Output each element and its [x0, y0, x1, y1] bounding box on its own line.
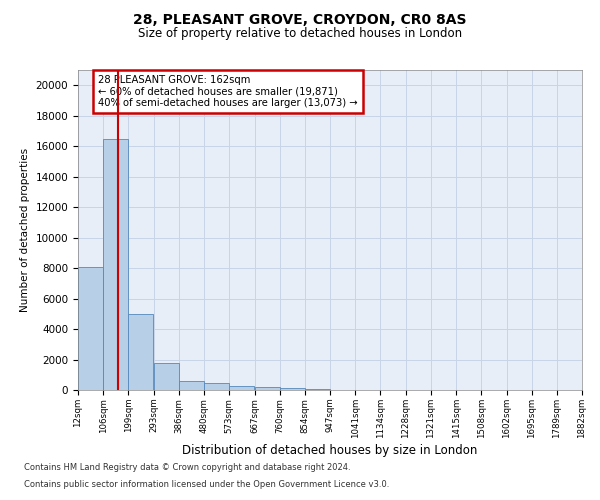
Bar [204, 384, 229, 390]
Bar [154, 362, 179, 390]
Bar [280, 388, 305, 390]
Bar [254, 387, 280, 390]
Bar [305, 389, 330, 390]
Bar [78, 268, 103, 390]
Bar [179, 381, 204, 390]
Text: Size of property relative to detached houses in London: Size of property relative to detached ho… [138, 28, 462, 40]
Bar [103, 138, 128, 390]
Text: Contains HM Land Registry data © Crown copyright and database right 2024.: Contains HM Land Registry data © Crown c… [24, 464, 350, 472]
Text: 28 PLEASANT GROVE: 162sqm
← 60% of detached houses are smaller (19,871)
40% of s: 28 PLEASANT GROVE: 162sqm ← 60% of detac… [98, 75, 358, 108]
Bar [229, 386, 254, 390]
Text: Contains public sector information licensed under the Open Government Licence v3: Contains public sector information licen… [24, 480, 389, 489]
Bar [128, 314, 154, 390]
Y-axis label: Number of detached properties: Number of detached properties [20, 148, 30, 312]
X-axis label: Distribution of detached houses by size in London: Distribution of detached houses by size … [182, 444, 478, 456]
Text: 28, PLEASANT GROVE, CROYDON, CR0 8AS: 28, PLEASANT GROVE, CROYDON, CR0 8AS [133, 12, 467, 26]
